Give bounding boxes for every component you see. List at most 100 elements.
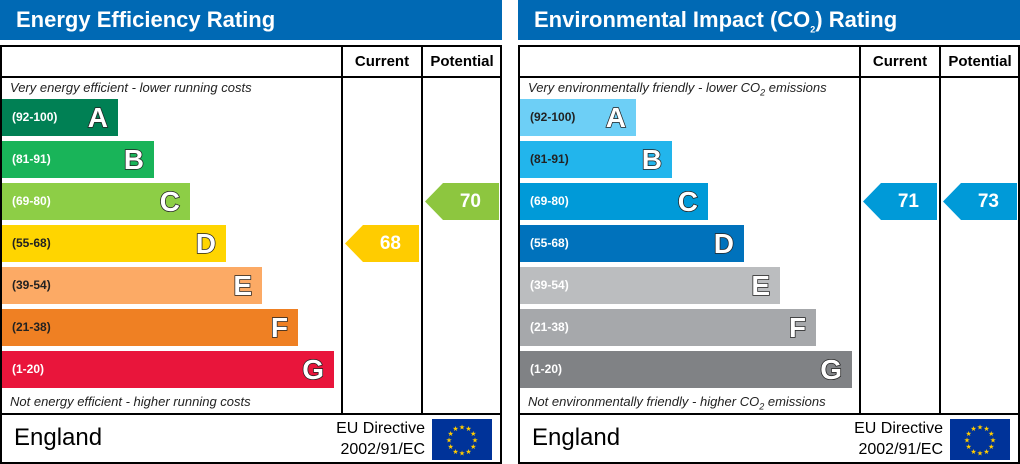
star-icon: ★ <box>977 424 983 432</box>
band-range: (69-80) <box>12 194 51 208</box>
band-letter: A <box>87 101 109 134</box>
star-icon: ★ <box>970 448 976 456</box>
star-icon: ★ <box>470 430 476 438</box>
star-icon: ★ <box>990 437 996 445</box>
band-c: (69-80) C <box>520 183 708 220</box>
band-range: (39-54) <box>12 278 51 292</box>
band-letter: F <box>788 311 807 344</box>
bottom-note: Not energy efficient - higher running co… <box>10 394 251 409</box>
potential-rating-arrow: 73 <box>943 183 1017 220</box>
band-a: (92-100) A <box>520 99 636 136</box>
current-header: Current <box>354 53 410 70</box>
eu-flag-icon: ★★★★★★★★★ ★ ★★ <box>432 419 492 460</box>
star-icon: ★ <box>452 425 458 433</box>
band-letter: C <box>159 185 181 218</box>
star-icon: ★ <box>448 430 454 438</box>
potential-header: Potential <box>430 53 494 70</box>
star-icon: ★ <box>964 437 970 445</box>
band-letter: F <box>270 311 289 344</box>
star-icon: ★ <box>988 443 994 451</box>
band-range: (55-68) <box>12 236 51 250</box>
band-letter: D <box>195 227 217 260</box>
eu-directive: EU Directive 2002/91/EC <box>336 420 425 458</box>
band-b: (81-91) B <box>2 141 154 178</box>
chart-frame <box>0 45 502 464</box>
band-letter: C <box>677 185 699 218</box>
bottom-note: Not environmentally friendly - higher CO… <box>528 394 826 412</box>
eu-flag-icon: ★★★★★★★★★ ★ ★★ <box>950 419 1010 460</box>
band-letter: G <box>301 353 324 386</box>
star-icon: ★ <box>459 424 465 432</box>
energy-efficiency-panel: Energy Efficiency Rating Current Potentia… <box>0 0 502 464</box>
current-rating-arrow: 71 <box>863 183 937 220</box>
title-text: Energy Efficiency Rating <box>16 7 276 32</box>
band-letter: A <box>605 101 627 134</box>
band-d: (55-68) D <box>2 225 226 262</box>
star-icon: ★ <box>977 450 983 458</box>
band-d: (55-68) D <box>520 225 744 262</box>
star-icon: ★ <box>983 425 989 433</box>
divider <box>341 45 343 414</box>
star-icon: ★ <box>966 443 972 451</box>
band-g: (1-20) G <box>2 351 334 388</box>
current-rating-arrow: 68 <box>345 225 419 262</box>
title-sub: 2 <box>810 24 816 35</box>
environmental-impact-panel: Environmental Impact (CO2) Rating Curren… <box>518 0 1020 464</box>
country-label: England <box>14 424 103 451</box>
potential-rating-arrow: 70 <box>425 183 499 220</box>
band-range: (69-80) <box>530 194 569 208</box>
star-icon: ★ <box>472 437 478 445</box>
band-letter: E <box>751 269 771 302</box>
star-icon: ★ <box>966 430 972 438</box>
potential-value: 70 <box>459 191 481 212</box>
band-b: (81-91) B <box>520 141 672 178</box>
potential-value: 73 <box>977 191 999 212</box>
divider <box>939 45 941 414</box>
title-end: ) Rating <box>815 7 898 32</box>
divider <box>518 76 1020 78</box>
panel-title: Environmental Impact (CO2) Rating <box>518 0 1020 40</box>
band-e: (39-54) E <box>520 267 780 304</box>
star-icon: ★ <box>446 437 452 445</box>
band-f: (21-38) F <box>520 309 816 346</box>
star-icon: ★ <box>983 448 989 456</box>
band-a: (92-100) A <box>2 99 118 136</box>
divider <box>421 45 423 414</box>
band-letter: D <box>713 227 735 260</box>
star-icon: ★ <box>465 448 471 456</box>
band-range: (81-91) <box>12 152 51 166</box>
divider <box>859 45 861 414</box>
band-range: (21-38) <box>530 320 569 334</box>
band-letter: B <box>641 143 663 176</box>
band-range: (39-54) <box>530 278 569 292</box>
chart-frame <box>518 45 1020 464</box>
star-icon: ★ <box>452 448 458 456</box>
top-note: Very energy efficient - lower running co… <box>10 80 252 95</box>
star-icon: ★ <box>470 443 476 451</box>
band-range: (21-38) <box>12 320 51 334</box>
star-icon: ★ <box>970 425 976 433</box>
band-letter: G <box>819 353 842 386</box>
star-icon: ★ <box>448 443 454 451</box>
star-icon: ★ <box>459 450 465 458</box>
divider <box>0 413 502 415</box>
current-value: 71 <box>897 191 919 212</box>
band-f: (21-38) F <box>2 309 298 346</box>
band-range: (1-20) <box>12 362 45 376</box>
panel-title: Energy Efficiency Rating <box>0 0 502 40</box>
star-icon: ★ <box>465 425 471 433</box>
country-label: England <box>532 424 621 451</box>
divider <box>518 413 1020 415</box>
potential-header: Potential <box>948 53 1012 70</box>
band-letter: E <box>233 269 253 302</box>
title-text: Environmental Impact (CO <box>534 7 811 32</box>
band-c: (69-80) C <box>2 183 190 220</box>
band-g: (1-20) G <box>520 351 852 388</box>
band-range: (55-68) <box>530 236 569 250</box>
eu-directive: EU Directive 2002/91/EC <box>854 420 943 458</box>
band-range: (1-20) <box>530 362 563 376</box>
band-e: (39-54) E <box>2 267 262 304</box>
current-value: 68 <box>379 233 401 254</box>
top-note: Very environmentally friendly - lower CO… <box>528 80 827 98</box>
band-letter: B <box>123 143 145 176</box>
